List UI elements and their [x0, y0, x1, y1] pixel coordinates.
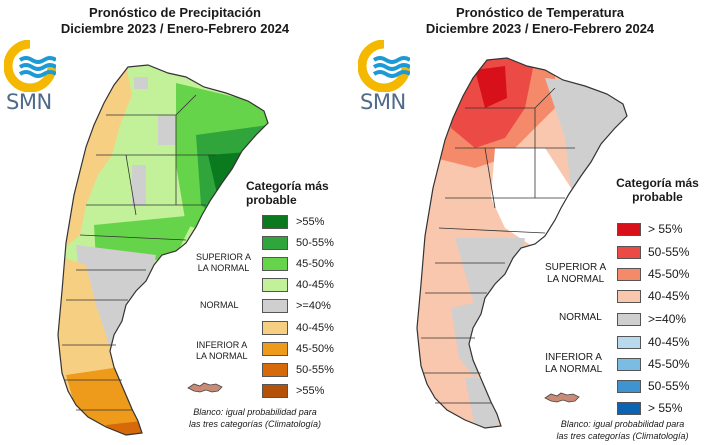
- precip-legend-swatch: [262, 215, 288, 229]
- precip-legend-swatch: [262, 299, 288, 313]
- temp-legend-label: 45-50%: [648, 267, 690, 281]
- temp-group-inferior-line2: LA NORMAL: [545, 364, 603, 375]
- temp-legend-label: 50-55%: [648, 379, 690, 393]
- precip-group-superior-line1: SUPERIOR A: [196, 252, 252, 262]
- precipitation-map: [57, 64, 269, 436]
- temp-legend-swatch: [617, 379, 641, 393]
- smn-logo: SMN: [357, 39, 418, 114]
- precip-legend-swatch: [262, 278, 288, 292]
- temp-group-inferior-line1: INFERIOR A: [545, 352, 602, 363]
- precip-group-inferior-line2: LA NORMAL: [196, 351, 248, 361]
- temp-group-superior-line1: SUPERIOR A: [545, 262, 607, 273]
- precip-title-line2: Diciembre 2023 / Enero-Febrero 2024: [60, 21, 290, 36]
- precip-legend-title-line1: Categoría más: [246, 179, 329, 193]
- temp-legend-label: 40-45%: [648, 289, 690, 303]
- temp-group-superior: SUPERIOR A LA NORMAL: [545, 262, 606, 286]
- precip-title: Pronóstico de Precipitación Diciembre 20…: [60, 5, 290, 37]
- temp-legend-row: > 55%: [617, 400, 682, 416]
- precip-note-line2: las tres categorías (Climatología): [188, 419, 322, 429]
- temp-legend-label: > 55%: [648, 401, 683, 415]
- precip-title-line1: Pronóstico de Precipitación: [89, 5, 261, 20]
- precip-legend-row: 40-45%: [262, 320, 334, 336]
- temp-legend-swatch: [617, 401, 641, 415]
- temp-legend-row: 40-45%: [617, 288, 689, 304]
- temp-note-line1: Blanco: igual probabilidad para: [560, 419, 685, 429]
- temp-legend-row: 50-55%: [617, 378, 689, 394]
- temp-group-superior-line2: LA NORMAL: [546, 274, 605, 285]
- precip-group-normal: NORMAL: [200, 300, 239, 310]
- temp-legend-row: > 55%: [617, 221, 682, 237]
- temp-legend-label: >=40%: [648, 312, 687, 326]
- precip-legend-swatch: [262, 236, 288, 250]
- temp-legend-swatch: [617, 245, 641, 259]
- smn-logo: SMN: [3, 39, 64, 114]
- precip-group-inferior: INFERIOR A LA NORMAL: [196, 340, 248, 362]
- temp-note: Blanco: igual probabilidad para las tres…: [535, 418, 710, 442]
- temp-legend-swatch: [617, 267, 641, 281]
- precip-legend-swatch: [262, 257, 288, 271]
- precip-legend-row: >=40%: [262, 298, 331, 314]
- temp-title: Pronóstico de Temperatura Diciembre 2023…: [390, 5, 690, 37]
- precip-group-superior-line2: LA NORMAL: [197, 263, 250, 273]
- temp-legend-row: 40-45%: [617, 334, 689, 350]
- smn-logo-text: SMN: [360, 90, 406, 114]
- precip-legend-row: 40-45%: [262, 277, 334, 293]
- malvinas-islands-icon: [544, 392, 580, 403]
- precip-legend-label: >55%: [296, 216, 325, 228]
- precip-legend-row: 50-55%: [262, 362, 334, 378]
- temp-title-line2: Diciembre 2023 / Enero-Febrero 2024: [425, 21, 655, 36]
- precip-legend-label: 40-45%: [296, 279, 334, 291]
- precip-note: Blanco: igual probabilidad para las tres…: [180, 406, 330, 430]
- precip-legend-label: >55%: [296, 385, 325, 397]
- precip-legend-row: 45-50%: [262, 256, 334, 272]
- temp-legend-label: 40-45%: [648, 335, 690, 349]
- temp-legend-label: > 55%: [648, 222, 683, 236]
- precip-legend-label: 45-50%: [296, 258, 334, 270]
- precip-legend-label: 45-50%: [296, 343, 334, 355]
- temp-legend-swatch: [617, 357, 641, 371]
- temp-group-inferior: INFERIOR A LA NORMAL: [545, 352, 602, 376]
- precip-legend-swatch: [262, 384, 288, 398]
- temp-note-line2: las tres categorías (Climatología): [556, 431, 689, 441]
- temperature-panel: Pronóstico de Temperatura Diciembre 2023…: [355, 0, 719, 445]
- temp-legend-title-line1: Categoría más: [616, 176, 699, 190]
- precip-legend-row: 50-55%: [262, 235, 334, 251]
- precip-legend-swatch: [262, 342, 288, 356]
- precip-legend-row: >55%: [262, 383, 324, 399]
- smn-logo-icon: [357, 39, 412, 93]
- temp-legend-row: >=40%: [617, 311, 686, 327]
- temp-group-normal: NORMAL: [559, 312, 602, 323]
- temp-legend-label: 45-50%: [648, 357, 690, 371]
- precip-legend-swatch: [262, 321, 288, 335]
- temperature-map: [416, 57, 628, 429]
- precip-legend-label: 50-55%: [296, 237, 334, 249]
- precip-legend-swatch: [262, 363, 288, 377]
- malvinas-islands-icon: [187, 382, 223, 393]
- precip-legend-label: >=40%: [296, 300, 331, 312]
- precip-note-line1: Blanco: igual probabilidad para: [193, 407, 317, 417]
- temp-title-line1: Pronóstico de Temperatura: [455, 5, 625, 20]
- precip-legend-label: 40-45%: [296, 322, 334, 334]
- precipitation-panel: Pronóstico de Precipitación Diciembre 20…: [0, 0, 355, 445]
- precip-legend-row: >55%: [262, 214, 324, 230]
- smn-logo-text: SMN: [6, 90, 52, 114]
- precip-group-superior: SUPERIOR A LA NORMAL: [196, 252, 251, 274]
- temp-legend-title: Categoría más probable: [605, 176, 710, 204]
- temp-legend-row: 50-55%: [617, 244, 689, 260]
- smn-logo-icon: [3, 39, 58, 93]
- precip-legend-row: 45-50%: [262, 341, 334, 357]
- temp-legend-swatch: [617, 289, 641, 303]
- temp-legend-swatch: [617, 222, 641, 236]
- temp-legend-row: 45-50%: [617, 266, 689, 282]
- temp-legend-title-line2: probable: [632, 190, 683, 204]
- precip-legend-label: 50-55%: [296, 364, 334, 376]
- precip-group-inferior-line1: INFERIOR A: [196, 340, 248, 350]
- temp-legend-row: 45-50%: [617, 356, 689, 372]
- temp-legend-label: 50-55%: [648, 245, 690, 259]
- temp-legend-swatch: [617, 335, 641, 349]
- temp-legend-swatch: [617, 312, 641, 326]
- precip-legend-title-line2: probable: [246, 193, 297, 207]
- precip-legend-title: Categoría más probable: [246, 179, 329, 207]
